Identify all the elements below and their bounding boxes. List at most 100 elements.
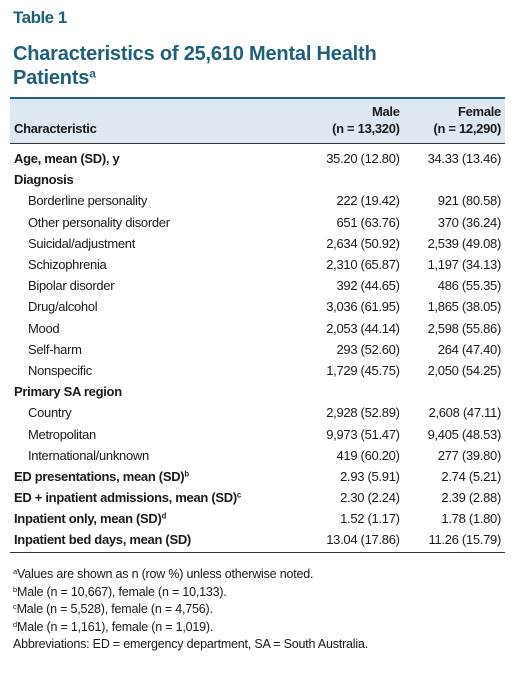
table-row: Age, mean (SD), y 35.20 (12.80) 34.33 (13.… xyxy=(10,144,505,170)
cell: 2,539 (49.08) xyxy=(427,235,502,251)
label-text: Mood xyxy=(28,320,60,336)
row-label: Diagnosis xyxy=(10,169,302,190)
footnote-text: Values are shown as n (row %) unless oth… xyxy=(16,567,314,581)
table-row: Primary SA region xyxy=(10,381,505,402)
cell: 1.52 (1.17) xyxy=(340,511,400,527)
footnote-text: Abbreviations: ED = emergency department… xyxy=(13,637,368,651)
label-note: b xyxy=(184,469,189,479)
table-row: ED + inpatient admissions, mean (SD)c 2.3… xyxy=(10,487,505,508)
cell: 2.93 (5.91) xyxy=(340,468,400,484)
label-note: d xyxy=(161,512,167,521)
label-text: Inpatient only, mean (SD) xyxy=(14,511,162,527)
footnote-text: Male (n = 5,528), female (n = 4,756). xyxy=(16,602,213,616)
cell: 2.30 (2.24) xyxy=(340,490,400,506)
cell: 1,865 (38.05) xyxy=(427,299,502,315)
footnote: cMale (n = 5,528), female (n = 4,756). xyxy=(13,601,368,619)
cell: 9,973 (51.47) xyxy=(326,426,400,442)
footnote-text: Male (n = 10,667), female (n = 10,133). xyxy=(16,584,227,599)
table-row: Inpatient only, mean (SD)d 1.52 (1.17) 1.7… xyxy=(10,508,505,529)
cell: 2,050 (54.25) xyxy=(427,362,502,378)
row-label: ED presentations, mean (SD)b xyxy=(10,466,302,487)
row-label: Self-harm xyxy=(10,339,302,360)
cell xyxy=(404,169,505,190)
cell: 2.74 (5.21) xyxy=(441,468,501,484)
row-label: Primary SA region xyxy=(10,381,302,402)
header-line: (n = 12,290) xyxy=(433,121,501,136)
table-row: Self-harm 293 (52.60) 264 (47.40) xyxy=(10,339,505,360)
cell: 13.04 (17.86) xyxy=(326,532,400,548)
table-row: Metropolitan 9,973 (51.47) 9,405 (48.53) xyxy=(10,423,505,444)
row-label: Nonspecific xyxy=(10,360,302,381)
cell: 921 (80.58) xyxy=(437,193,502,209)
label-text: Country xyxy=(28,405,72,421)
label-text: International/unknown xyxy=(28,447,149,463)
cell: 2,608 (47.11) xyxy=(428,405,502,421)
row-label: Drug/alcohol xyxy=(10,296,302,317)
cell: 2.39 (2.88) xyxy=(441,490,501,506)
row-label: Inpatient only, mean (SD)d xyxy=(10,508,302,529)
label-text: Schizophrenia xyxy=(28,257,107,273)
footnote-text: Male (n = 1,161), female (n = 1,019). xyxy=(16,619,214,634)
row-label: International/unknown xyxy=(10,445,302,466)
label-text: Drug/alcohol xyxy=(28,299,98,315)
cell: 2,634 (50.92) xyxy=(326,235,400,251)
label-text: Suicidal/adjustment xyxy=(28,235,136,251)
cell: 370 (36.24) xyxy=(437,214,502,230)
table-row: Nonspecific 1,729 (45.75) 2,050 (54.25) xyxy=(10,360,505,381)
label-text: Other personality disorder xyxy=(28,214,170,230)
footnote-mark: b xyxy=(13,584,17,594)
cell: 1,729 (45.75) xyxy=(326,362,400,378)
table: Characteristic Male (n = 13,320) Female (n =… xyxy=(10,97,505,551)
label-text: Inpatient bed days, mean (SD) xyxy=(14,532,191,548)
cell: 11.26 (15.79) xyxy=(428,532,502,548)
row-label: Suicidal/adjustment xyxy=(10,233,302,254)
label-text: Borderline personality xyxy=(28,193,148,209)
cell: 2,598 (55.86) xyxy=(427,320,502,336)
table-label: Table 1 xyxy=(13,8,67,27)
header-line: Characteristic xyxy=(14,121,97,136)
cell: 392 (44.65) xyxy=(336,278,400,294)
cell: 2,928 (52.89) xyxy=(326,405,400,421)
cell: 277 (39.80) xyxy=(437,447,502,463)
label-text: Primary SA region xyxy=(14,384,122,400)
table-row: Country 2,928 (52.89) 2,608 (47.11) xyxy=(10,402,505,423)
table-row: Drug/alcohol 3,036 (61.95) 1,865 (38.05) xyxy=(10,296,505,317)
table-head: Characteristic Male (n = 13,320) Female (n =… xyxy=(10,98,505,144)
table-row: Mood 2,053 (44.14) 2,598 (55.86) xyxy=(10,318,505,339)
footnote-mark: c xyxy=(13,601,17,611)
table-row: Schizophrenia 2,310 (65.87) 1,197 (34.13) xyxy=(10,254,505,275)
cell: 2,053 (44.14) xyxy=(326,320,400,336)
row-label: Metropolitan xyxy=(10,423,302,444)
cell: 419 (60.20) xyxy=(336,447,400,463)
table-row: Diagnosis xyxy=(10,169,505,190)
cell: 9,405 (48.53) xyxy=(427,426,502,442)
row-label: ED + inpatient admissions, mean (SD)c xyxy=(10,487,302,508)
row-label: Schizophrenia xyxy=(10,254,302,275)
label-text: Diagnosis xyxy=(14,172,74,188)
cell: 35.20 (12.80) xyxy=(326,151,400,167)
table-row: ED presentations, mean (SD)b 2.93 (5.91) 2… xyxy=(10,466,505,487)
cell: 34.33 (13.46) xyxy=(427,151,502,167)
bottom-rule xyxy=(10,552,505,553)
column-header: Male (n = 13,320) xyxy=(302,98,404,144)
table-row: Other personality disorder 651 (63.76) 370… xyxy=(10,212,505,233)
table-row: Bipolar disorder 392 (44.65) 486 (55.35) xyxy=(10,275,505,296)
row-label: Age, mean (SD), y xyxy=(10,144,302,170)
footnotes: aValues are shown as n (row %) unless ot… xyxy=(13,566,368,654)
cell: 264 (47.40) xyxy=(437,341,502,357)
label-note: c xyxy=(236,490,241,500)
label-text: Bipolar disorder xyxy=(28,278,115,294)
title-text: Characteristics of 25,610 Mental Health … xyxy=(13,43,377,89)
column-header: Characteristic xyxy=(10,98,303,144)
cell xyxy=(404,381,505,402)
row-label: Bipolar disorder xyxy=(10,275,302,296)
table-title: Characteristics of 25,610 Mental Health … xyxy=(13,42,433,90)
header-line: Male xyxy=(371,104,400,119)
cell: 486 (55.35) xyxy=(437,278,502,294)
table-body: Age, mean (SD), y 35.20 (12.80) 34.33 (13.… xyxy=(10,144,505,551)
table-row: Inpatient bed days, mean (SD) 13.04 (17.8… xyxy=(10,529,505,550)
label-text: Age, mean (SD), y xyxy=(14,151,120,167)
footnote-mark: d xyxy=(13,619,17,629)
title-note: a xyxy=(89,66,96,81)
